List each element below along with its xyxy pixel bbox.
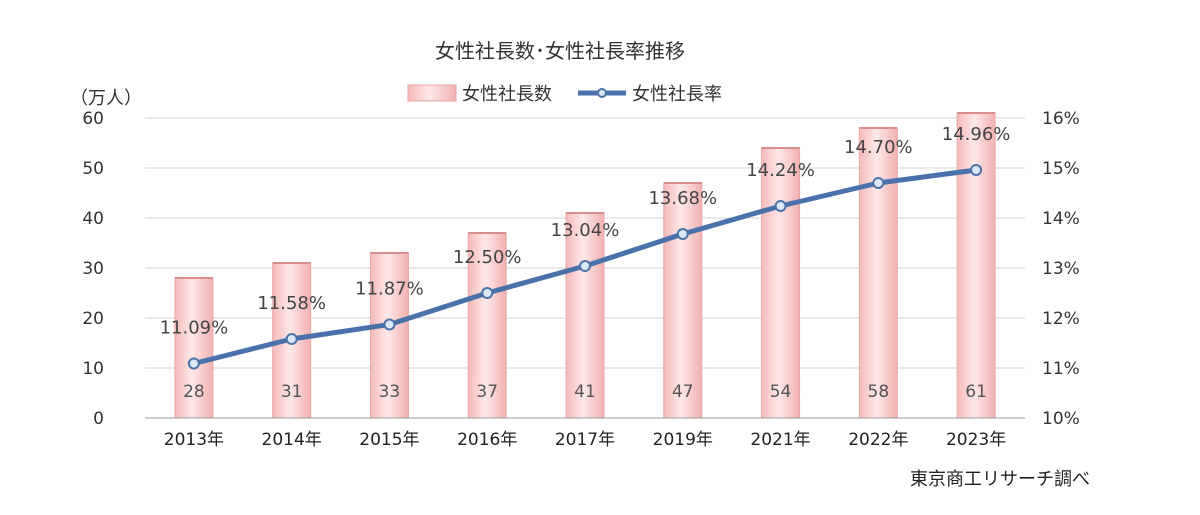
x-axis-category-label: 2016年 [457, 430, 517, 450]
x-axis-categories: 2013年 2014年 2015年 2016年 2017年 2019年 2021年 2022年… [164, 430, 1006, 450]
x-axis-category-label: 2023年 [946, 430, 1006, 450]
bar [467, 232, 507, 419]
right-axis-tick-label: 12% [1042, 309, 1080, 329]
x-axis-category-label: 2013年 [164, 430, 224, 450]
bar-value-label: 31 [281, 382, 303, 402]
right-axis-tick-label: 15% [1042, 159, 1080, 179]
rate-value-label: 13.68% [648, 188, 717, 209]
left-axis-tick-label: 60 [82, 109, 104, 129]
left-axis-tick-label: 0 [93, 409, 104, 429]
x-axis-category-label: 2017年 [555, 430, 615, 450]
left-axis-tick-label: 10 [82, 359, 104, 379]
rate-point [676, 228, 689, 240]
rate-point [970, 164, 983, 176]
rate-line-series [187, 164, 983, 370]
right-axis-tick-label: 11% [1042, 359, 1080, 379]
rate-value-label: 11.58% [257, 293, 326, 314]
bar-value-label: 28 [183, 382, 205, 402]
right-axis-tick-label: 14% [1042, 209, 1080, 229]
legend: 女性社長数 女性社長率 [407, 84, 722, 105]
right-axis-tick-label: 13% [1042, 259, 1080, 279]
right-axis-tick-label: 16% [1042, 109, 1080, 129]
right-axis-ticks: 10% 11% 12% 13% 14% 15% 16% [1042, 109, 1080, 429]
rate-value-label: 12.50% [453, 247, 522, 268]
bar [565, 212, 605, 419]
rate-value-label: 14.24% [746, 160, 815, 181]
x-axis-category-label: 2014年 [262, 430, 322, 450]
rate-value-label: 14.96% [942, 124, 1011, 145]
rate-point [187, 357, 200, 370]
bar [956, 112, 996, 419]
rate-value-label: 14.70% [844, 137, 913, 158]
bar-value-label: 61 [965, 382, 987, 402]
bar-value-label: 41 [574, 382, 596, 402]
legend-line-label: 女性社長率 [632, 84, 722, 105]
legend-bar-label: 女性社長数 [462, 84, 552, 105]
rate-point [872, 177, 885, 189]
rate-point [285, 333, 298, 345]
chart-title: 女性社長数･女性社長率推移 [435, 39, 685, 63]
source-note: 東京商工リサーチ調べ [910, 469, 1090, 490]
rate-point [383, 318, 396, 331]
right-axis-tick-label: 10% [1042, 409, 1080, 429]
rate-value-label: 13.04% [551, 220, 620, 241]
bar-value-labels: 28 31 33 37 41 47 54 58 61 [183, 382, 987, 402]
rate-value-labels: 11.09% 11.58% 11.87% 12.50% 13.04% 13.68% 14.2… [160, 124, 1011, 339]
left-axis-unit: （万人） [70, 88, 142, 109]
left-axis-ticks: 0 10 20 30 40 50 60 [82, 109, 104, 429]
legend-bar-swatch [407, 84, 457, 102]
rate-point [481, 287, 494, 299]
bar [761, 147, 801, 419]
rate-value-label: 11.09% [160, 318, 229, 339]
bar-value-label: 54 [770, 382, 792, 402]
left-axis-tick-label: 40 [82, 209, 104, 229]
x-axis-category-label: 2022年 [848, 430, 908, 450]
rate-point [774, 200, 787, 212]
x-axis-category-label: 2015年 [359, 430, 419, 450]
x-axis-category-label: 2021年 [750, 430, 810, 450]
bar [858, 127, 898, 419]
bar-value-label: 58 [868, 382, 890, 402]
bar-value-label: 33 [379, 382, 401, 402]
left-axis-tick-label: 30 [82, 259, 104, 279]
left-axis-tick-label: 20 [82, 309, 104, 329]
bar-value-label: 47 [672, 382, 694, 402]
left-axis-tick-label: 50 [82, 159, 104, 179]
x-axis-category-label: 2019年 [653, 430, 713, 450]
legend-line-marker [597, 88, 607, 98]
rate-point [579, 260, 591, 272]
rate-value-label: 11.87% [355, 279, 424, 300]
bar-value-label: 37 [476, 382, 498, 402]
